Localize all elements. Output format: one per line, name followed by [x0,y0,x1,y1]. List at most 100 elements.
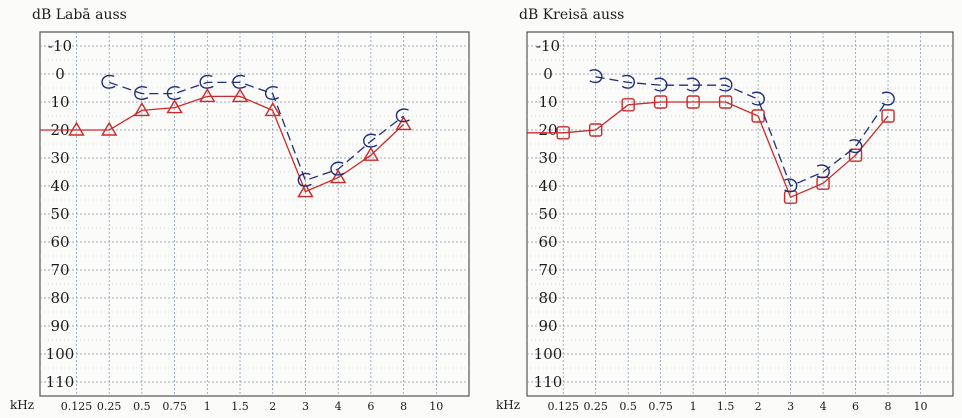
triangle-marker [395,116,412,131]
y-tick-label: -10 [536,37,560,55]
square-marker [621,98,635,112]
x-tick-label: 0.5 [133,400,151,413]
x-tick-label: 0.25 [583,400,608,413]
series-square [527,95,895,204]
bracket-marker [621,74,635,89]
y-tick-label: 20 [538,121,557,139]
y-tick-label: 10 [538,93,557,111]
x-tick-label: 2 [755,400,762,413]
y-tick-label: -10 [48,37,72,55]
y-tick-label: 30 [50,149,69,167]
c-marker [297,172,312,187]
triangle-marker [199,88,216,103]
series-line [527,101,889,199]
bracket-marker [654,77,668,92]
x-tick-label: 0.75 [162,400,187,413]
x-tick-label: 10 [429,400,443,413]
y-tick-label: 30 [538,149,557,167]
y-tick-label: 90 [538,317,557,335]
y-tick-label: 50 [50,205,69,223]
c-marker [330,161,345,176]
square-marker [881,109,895,123]
x-axis-label: kHz [496,398,520,412]
triangle-marker [100,121,118,136]
y-tick-label: 70 [538,261,557,279]
c-marker [101,74,116,89]
y-tick-label: 0 [55,65,65,83]
y-tick-label: 10 [50,93,69,111]
triangle-marker [68,121,85,136]
x-tick-label: 1.5 [231,400,249,413]
x-tick-label: 1.5 [717,400,735,413]
series-bracket [589,69,895,193]
y-tick-label: 110 [534,373,563,391]
x-tick-label: 1 [204,400,211,413]
triangle-marker [297,183,314,198]
x-tick-label: 4 [820,400,827,413]
c-marker [166,86,181,100]
square-marker [588,123,603,137]
triangle-marker [362,146,380,161]
y-tick-label: 50 [538,205,557,223]
y-tick-label: 90 [50,317,69,335]
series-line [595,76,889,187]
triangle-marker [264,102,281,117]
triangle-marker [133,102,151,117]
x-tick-label: 6 [852,400,859,413]
c-marker [363,133,378,148]
x-tick-label: 2 [269,400,276,413]
y-tick-label: 70 [50,261,69,279]
triangle-marker [166,99,183,114]
bracket-marker [589,69,603,84]
y-tick-label: 100 [534,345,563,363]
c-marker [395,108,410,123]
x-tick-label: 3 [302,400,309,413]
x-tick-label: 3 [787,400,794,413]
y-tick-label: 80 [538,289,557,307]
series-line [108,81,404,182]
series-triangle [40,88,412,198]
x-tick-label: 4 [335,400,342,413]
square-marker [848,148,863,162]
x-tick-label: 0.75 [648,400,673,413]
x-axis-label: kHz [10,398,34,412]
c-marker [264,86,280,100]
bracket-marker [816,164,830,179]
square-marker [718,95,733,109]
bracket-marker [719,77,733,92]
series-C [101,74,410,187]
x-tick-label: 10 [914,400,928,413]
x-tick-label: 1 [690,400,697,413]
x-tick-label: 0.125 [61,400,93,413]
x-tick-label: 0.5 [619,400,637,413]
y-tick-label: 100 [46,345,75,363]
bracket-marker [881,91,895,106]
square-marker [686,95,700,109]
y-tick-label: 40 [538,177,557,195]
y-tick-label: 40 [50,177,69,195]
y-tick-label: 80 [50,289,69,307]
chart-title: dB Labā auss [32,7,127,23]
y-tick-label: 0 [543,65,553,83]
y-tick-label: 60 [50,233,69,251]
bracket-marker [784,178,798,193]
square-marker [556,126,570,140]
x-tick-label: 8 [400,400,407,413]
x-tick-label: 0.25 [97,400,122,413]
chart-title: dB Kreisā auss [519,7,624,23]
c-marker [199,74,214,89]
x-tick-label: 0.125 [547,400,579,413]
y-tick-label: 110 [46,373,75,391]
c-marker [134,86,149,100]
y-tick-label: 60 [538,233,557,251]
x-tick-label: 8 [885,400,892,413]
series-line [40,95,405,193]
triangle-marker [231,88,249,103]
bracket-marker [849,139,863,154]
bracket-marker [686,77,700,92]
x-tick-label: 6 [367,400,374,413]
